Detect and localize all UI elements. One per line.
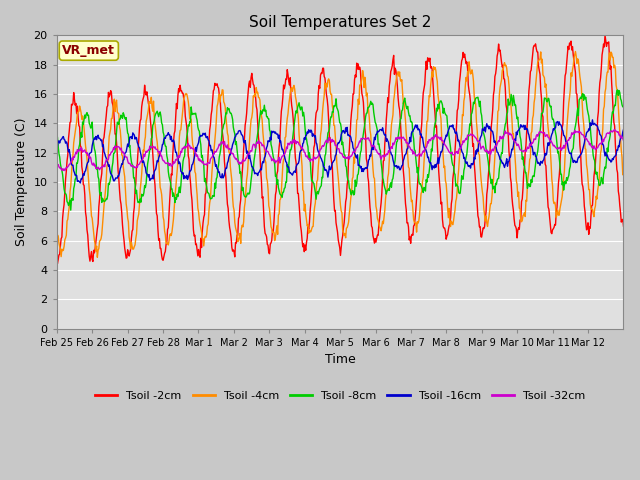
Tsoil -8cm	[399, 100, 407, 106]
Tsoil -2cm	[399, 168, 407, 173]
Line: Tsoil -4cm: Tsoil -4cm	[57, 51, 623, 257]
Tsoil -8cm	[614, 87, 621, 93]
Tsoil -4cm	[431, 65, 439, 71]
Tsoil -32cm	[224, 146, 232, 152]
Tsoil -8cm	[224, 107, 232, 112]
Tsoil -16cm	[77, 180, 84, 186]
Tsoil -32cm	[120, 151, 128, 156]
Tsoil -8cm	[53, 132, 61, 138]
Text: VR_met: VR_met	[62, 44, 115, 57]
Tsoil -16cm	[274, 131, 282, 137]
Tsoil -16cm	[120, 156, 128, 162]
Tsoil -4cm	[120, 169, 128, 175]
Line: Tsoil -32cm: Tsoil -32cm	[57, 130, 623, 170]
Tsoil -16cm	[431, 162, 439, 168]
Tsoil -2cm	[53, 253, 61, 259]
Title: Soil Temperatures Set 2: Soil Temperatures Set 2	[249, 15, 431, 30]
Tsoil -16cm	[589, 117, 596, 123]
Tsoil -32cm	[620, 138, 627, 144]
X-axis label: Time: Time	[324, 353, 355, 366]
Tsoil -16cm	[620, 127, 627, 132]
Tsoil -16cm	[399, 158, 407, 164]
Tsoil -32cm	[274, 157, 282, 163]
Tsoil -32cm	[53, 161, 61, 167]
Tsoil -32cm	[399, 134, 407, 140]
Tsoil -4cm	[572, 48, 579, 54]
Tsoil -2cm	[224, 205, 232, 211]
Tsoil -4cm	[53, 224, 61, 229]
Tsoil -2cm	[620, 223, 627, 229]
Tsoil -4cm	[399, 101, 407, 107]
Tsoil -8cm	[252, 140, 260, 146]
Tsoil -32cm	[431, 134, 439, 140]
Tsoil -8cm	[120, 112, 128, 118]
Legend: Tsoil -2cm, Tsoil -4cm, Tsoil -8cm, Tsoil -16cm, Tsoil -32cm: Tsoil -2cm, Tsoil -4cm, Tsoil -8cm, Tsoi…	[91, 386, 589, 405]
Tsoil -2cm	[431, 111, 439, 117]
Line: Tsoil -8cm: Tsoil -8cm	[57, 90, 623, 210]
Tsoil -2cm	[252, 103, 260, 109]
Tsoil -4cm	[224, 133, 232, 139]
Tsoil -16cm	[53, 146, 61, 152]
Tsoil -32cm	[611, 127, 618, 132]
Tsoil -16cm	[224, 158, 232, 164]
Tsoil -32cm	[252, 142, 260, 147]
Tsoil -4cm	[93, 254, 101, 260]
Tsoil -2cm	[120, 237, 128, 242]
Tsoil -4cm	[620, 171, 627, 177]
Tsoil -8cm	[431, 120, 439, 126]
Tsoil -2cm	[601, 32, 609, 38]
Tsoil -32cm	[61, 168, 68, 173]
Tsoil -8cm	[620, 104, 627, 109]
Y-axis label: Soil Temperature (C): Soil Temperature (C)	[15, 118, 28, 246]
Line: Tsoil -2cm: Tsoil -2cm	[57, 35, 623, 264]
Line: Tsoil -16cm: Tsoil -16cm	[57, 120, 623, 183]
Tsoil -2cm	[54, 261, 61, 266]
Tsoil -4cm	[252, 84, 260, 90]
Tsoil -2cm	[274, 168, 282, 174]
Tsoil -8cm	[67, 207, 75, 213]
Tsoil -16cm	[252, 171, 260, 177]
Tsoil -8cm	[274, 177, 282, 182]
Tsoil -4cm	[274, 231, 282, 237]
